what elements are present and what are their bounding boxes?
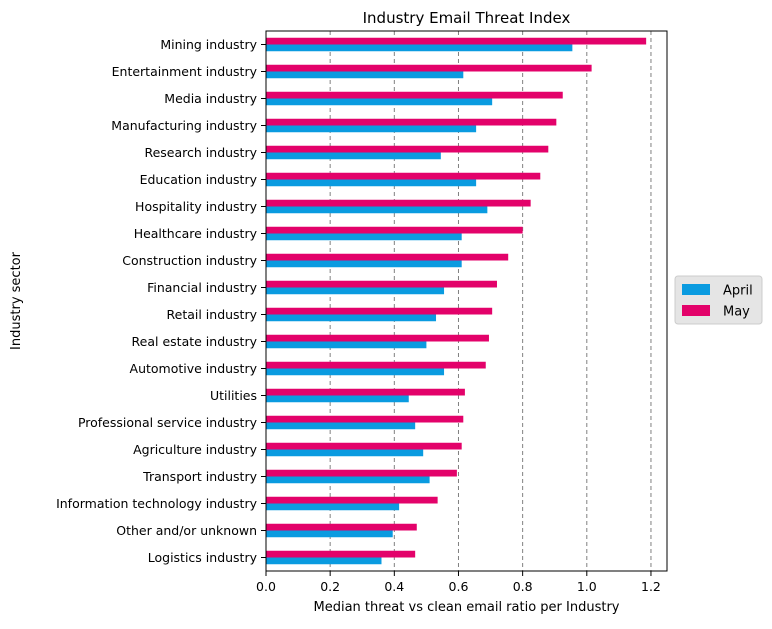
x-tick-label: 0.4: [384, 579, 404, 594]
bar-may: [266, 307, 493, 315]
bar-may: [266, 37, 647, 45]
bar-april: [266, 530, 393, 538]
bar-april: [266, 98, 493, 106]
bar-april: [266, 422, 416, 430]
bar-april: [266, 152, 441, 160]
y-tick-label: Automotive industry: [130, 361, 258, 376]
y-tick-label: Logistics industry: [148, 550, 258, 565]
bar-april: [266, 206, 488, 214]
bar-april: [266, 125, 477, 133]
y-tick-label: Media industry: [164, 91, 257, 106]
bar-april: [266, 71, 464, 79]
bar-april: [266, 476, 430, 484]
bar-may: [266, 496, 438, 504]
y-tick-label: Entertainment industry: [112, 64, 258, 79]
x-tick-label: 1.2: [641, 579, 661, 594]
bar-may: [266, 334, 489, 342]
chart-title: Industry Email Threat Index: [363, 9, 571, 27]
bars: [266, 37, 647, 565]
bar-may: [266, 469, 457, 477]
bar-may: [266, 172, 541, 180]
legend-label: May: [723, 305, 750, 320]
y-tick-label: Construction industry: [122, 253, 257, 268]
bar-may: [266, 253, 509, 261]
legend: April May: [674, 275, 763, 325]
bar-may: [266, 415, 464, 423]
bar-may: [266, 118, 557, 126]
bar-april: [266, 233, 462, 241]
bar-april: [266, 179, 477, 187]
x-tick-label: 1.0: [577, 579, 597, 594]
bar-april: [266, 557, 382, 565]
y-tick-label: Agriculture industry: [133, 442, 258, 457]
y-tick-label: Professional service industry: [78, 415, 258, 430]
bar-may: [266, 523, 417, 531]
bar-may: [266, 199, 531, 207]
bar-april: [266, 341, 427, 349]
y-tick-label: Retail industry: [167, 307, 258, 322]
bar-may: [266, 361, 486, 369]
y-tick-label: Healthcare industry: [134, 226, 258, 241]
y-tick-label: Real estate industry: [132, 334, 258, 349]
y-tick-label: Manufacturing industry: [111, 118, 257, 133]
bar-may: [266, 388, 465, 396]
legend-label: April: [723, 284, 753, 299]
bar-may: [266, 550, 416, 558]
gridlines: [329, 31, 652, 571]
bar-april: [266, 44, 573, 52]
x-tick-label: 0.2: [320, 579, 340, 594]
bar-april: [266, 314, 437, 322]
y-tick-label: Information technology industry: [56, 496, 258, 511]
bar-may: [266, 280, 497, 288]
x-axis-ticks: 0.0 0.2 0.4 0.6 0.8 1.0 1.2: [256, 571, 661, 594]
y-tick-label: Financial industry: [147, 280, 258, 295]
x-tick-label: 0.6: [449, 579, 469, 594]
legend-swatch: [682, 284, 710, 295]
x-axis-label: Median threat vs clean email ratio per I…: [314, 600, 620, 615]
y-axis-ticks: Mining industry Entertainment industry Med…: [56, 37, 266, 565]
y-tick-label: Mining industry: [160, 37, 257, 52]
y-tick-label: Utilities: [210, 388, 257, 403]
plot-frame: [265, 30, 668, 572]
bar-may: [266, 64, 592, 72]
bar-may: [266, 226, 523, 234]
bar-april: [266, 395, 409, 403]
x-tick-label: 0.8: [513, 579, 533, 594]
bar-may: [266, 442, 462, 450]
y-tick-label: Transport industry: [142, 469, 257, 484]
y-tick-label: Education industry: [140, 172, 258, 187]
y-tick-label: Research industry: [144, 145, 257, 160]
bar-april: [266, 260, 462, 268]
bar-april: [266, 368, 445, 376]
y-tick-label: Other and/or unknown: [116, 523, 257, 538]
bar-may: [266, 145, 549, 153]
y-tick-label: Hospitality industry: [135, 199, 258, 214]
bar-april: [266, 449, 424, 457]
bar-april: [266, 287, 445, 295]
bar-may: [266, 91, 563, 99]
legend-swatch: [682, 305, 710, 316]
x-tick-label: 0.0: [256, 579, 276, 594]
bar-april: [266, 503, 400, 511]
y-axis-label: Industry sector: [9, 251, 24, 350]
